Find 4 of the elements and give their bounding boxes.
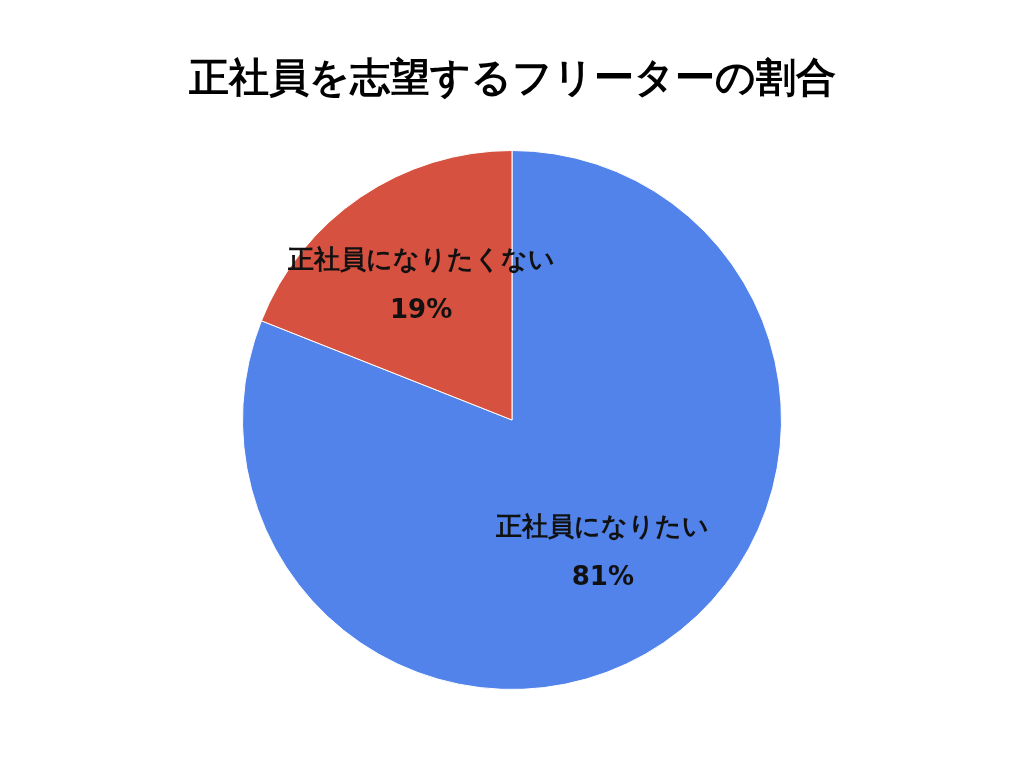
data-label: 81%	[571, 561, 635, 592]
data-label: 19%	[389, 294, 453, 325]
slice-label: 正社員になりたい	[495, 511, 710, 542]
chart-title: 正社員を志望するフリーターの割合	[187, 53, 837, 102]
